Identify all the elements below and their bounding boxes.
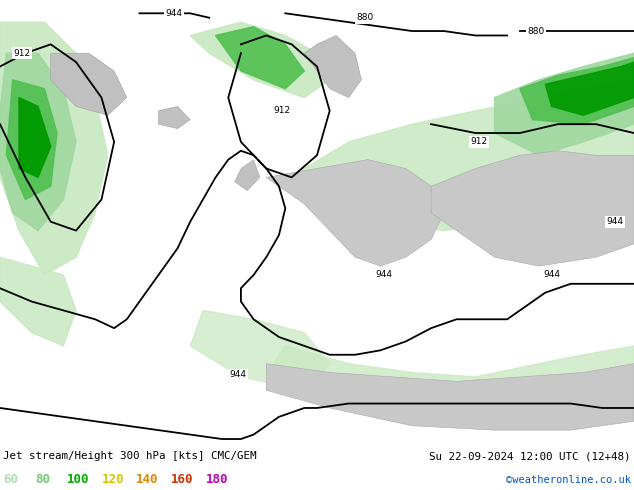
Text: 912: 912 bbox=[470, 137, 488, 147]
Polygon shape bbox=[266, 160, 444, 266]
Polygon shape bbox=[266, 364, 634, 430]
Polygon shape bbox=[6, 80, 57, 199]
Text: Jet stream/Height 300 hPa [kts] CMC/GEM: Jet stream/Height 300 hPa [kts] CMC/GEM bbox=[3, 451, 257, 462]
Polygon shape bbox=[520, 58, 634, 124]
Text: 944: 944 bbox=[543, 270, 560, 279]
Text: 80: 80 bbox=[35, 473, 50, 486]
Polygon shape bbox=[190, 311, 330, 390]
Text: 912: 912 bbox=[273, 106, 291, 115]
Text: 944: 944 bbox=[375, 270, 392, 279]
Text: 140: 140 bbox=[136, 473, 158, 486]
Text: 120: 120 bbox=[101, 473, 124, 486]
Polygon shape bbox=[545, 62, 634, 115]
Text: 944: 944 bbox=[166, 9, 183, 18]
Text: 880: 880 bbox=[527, 26, 545, 36]
Polygon shape bbox=[431, 151, 634, 266]
Polygon shape bbox=[304, 35, 361, 98]
Polygon shape bbox=[0, 53, 76, 231]
Polygon shape bbox=[235, 160, 260, 191]
Polygon shape bbox=[495, 53, 634, 155]
Polygon shape bbox=[0, 22, 108, 275]
Text: 880: 880 bbox=[356, 13, 373, 22]
Polygon shape bbox=[216, 26, 304, 89]
Polygon shape bbox=[51, 53, 127, 115]
Text: 160: 160 bbox=[171, 473, 193, 486]
Text: 60: 60 bbox=[3, 473, 18, 486]
Text: 912: 912 bbox=[13, 49, 31, 58]
Polygon shape bbox=[285, 80, 634, 231]
Polygon shape bbox=[158, 106, 190, 128]
Text: 100: 100 bbox=[67, 473, 89, 486]
Polygon shape bbox=[19, 98, 51, 177]
Text: Su 22-09-2024 12:00 UTC (12+48): Su 22-09-2024 12:00 UTC (12+48) bbox=[429, 451, 631, 462]
Text: 944: 944 bbox=[230, 370, 246, 379]
Polygon shape bbox=[190, 22, 330, 98]
Text: 180: 180 bbox=[206, 473, 228, 486]
Polygon shape bbox=[0, 257, 76, 346]
Polygon shape bbox=[266, 346, 634, 426]
Text: ©weatheronline.co.uk: ©weatheronline.co.uk bbox=[506, 475, 631, 485]
Text: 944: 944 bbox=[607, 217, 623, 226]
